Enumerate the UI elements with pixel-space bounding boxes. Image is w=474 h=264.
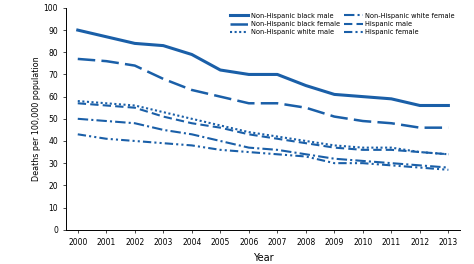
Legend: Non-Hispanic black male, Non-Hispanic black female, Non-Hispanic white male, Non: Non-Hispanic black male, Non-Hispanic bl… [228, 11, 456, 37]
X-axis label: Year: Year [253, 253, 273, 263]
Y-axis label: Deaths per 100,000 population: Deaths per 100,000 population [32, 56, 41, 181]
